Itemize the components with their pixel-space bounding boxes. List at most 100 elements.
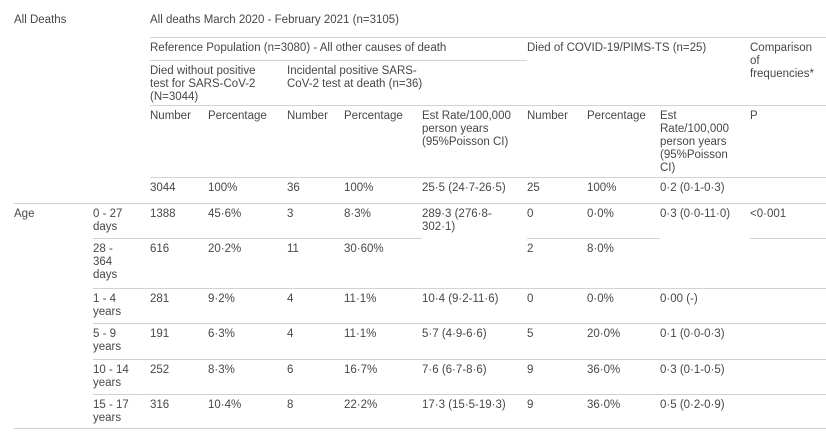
cell-ref-est-rate: 289·3 (276·8-302·1) (422, 203, 527, 289)
empty-cell (14, 105, 93, 177)
empty-cell (93, 37, 150, 60)
cell-inc-number: 11 (287, 238, 344, 289)
age-category: 10 - 14 years (93, 359, 150, 395)
cell-inc-number: 6 (287, 359, 344, 395)
table-row-age-1-4-years: 1 - 4 years 281 9·2% 4 11·1% 10·4 (9·2-1… (14, 288, 826, 324)
cell-ref-number: 616 (150, 238, 208, 289)
cell-covid-number: 9 (527, 359, 587, 395)
section-label-all-deaths: All Deaths (14, 14, 67, 26)
cell-inc-number: 8 (287, 394, 344, 429)
cell-ref-percentage: 20·2% (208, 238, 287, 289)
cell-ref-est-rate: 7·6 (6·7-8·6) (422, 359, 527, 395)
age-category: 1 - 4 years (93, 288, 150, 324)
header-period-title: All deaths March 2020 - February 2021 (n… (150, 10, 826, 38)
header-incidental-positive-test-text: Incidental positive SARS-CoV-2 test at d… (287, 64, 423, 90)
cell-ref-number: 1388 (150, 203, 208, 239)
cell-inc-number: 4 (287, 323, 344, 360)
empty-cell (14, 60, 93, 105)
header-row-columns: Number Percentage Number Percentage Est … (14, 105, 826, 178)
cell-inc-percentage: 30·60% (344, 238, 422, 289)
table-row-age-5-9-years: 5 - 9 years 191 6·3% 4 11·1% 5·7 (4·9-6·… (14, 323, 826, 360)
cell-inc-number: 4 (287, 288, 344, 324)
cell-p-value (750, 394, 826, 429)
header-reference-population: Reference Population (n=3080) - All othe… (150, 37, 527, 61)
cell-covid-est-rate: 0·3 (0·1-0·5) (660, 359, 750, 395)
header-inc-number: Number (287, 105, 344, 178)
cell-covid-number: 2 (527, 238, 587, 289)
cell-inc-number: 36 (287, 177, 344, 204)
cell-ref-percentage: 6·3% (208, 323, 287, 360)
cell-ref-number: 281 (150, 288, 208, 324)
header-covid-est-rate: Est Rate/100,000 person years (95%Poisso… (660, 105, 750, 178)
age-category: 15 - 17 years (93, 394, 150, 429)
cell-inc-percentage: 16·7% (344, 359, 422, 395)
empty-cell (93, 10, 150, 37)
cell-ref-percentage: 10·4% (208, 394, 287, 429)
header-row-subgroups: Died without positive test for SARS-CoV-… (14, 60, 826, 106)
empty-cell (14, 37, 93, 60)
cell-p-value (750, 288, 826, 324)
table-row-age-28-364-days: 28 - 364 days 616 20·2% 11 30·60% 2 8·0% (14, 238, 826, 289)
cell-ref-number: 3044 (150, 177, 208, 204)
header-ref-percentage: Percentage (208, 105, 287, 178)
cell-covid-percentage: 0·0% (587, 203, 660, 239)
cell-covid-percentage: 100% (587, 177, 660, 204)
cell-ref-number: 252 (150, 359, 208, 395)
header-died-without-positive-test: Died without positive test for SARS-CoV-… (150, 60, 287, 106)
age-category: 0 - 27 days (93, 203, 150, 239)
cell-inc-percentage: 11·1% (344, 323, 422, 360)
cell-ref-percentage: 8·3% (208, 359, 287, 395)
cell-p-value (750, 323, 826, 360)
cell-covid-est-rate: 0·5 (0·2-0·9) (660, 394, 750, 429)
cell-covid-percentage: 36·0% (587, 394, 660, 429)
cell-covid-est-rate: 0·3 (0·0-11·0) (660, 203, 750, 289)
cell-inc-percentage: 100% (344, 177, 422, 204)
cell-ref-est-rate: 5·7 (4·9-6·6) (422, 323, 527, 360)
header-covid-percentage: Percentage (587, 105, 660, 178)
cell-inc-percentage: 11·1% (344, 288, 422, 324)
header-inc-percentage: Percentage (344, 105, 422, 178)
cell-covid-percentage: 0·0% (587, 288, 660, 324)
cell-p-value (750, 177, 826, 204)
cell-inc-percentage: 22·2% (344, 394, 422, 429)
cell-covid-number: 25 (527, 177, 587, 204)
empty-cell (93, 177, 150, 204)
cell-covid-percentage: 20·0% (587, 323, 660, 360)
cell-covid-percentage: 8·0% (587, 238, 660, 289)
table-row-age-15-17-years: 15 - 17 years 316 10·4% 8 22·2% 17·3 (15… (14, 394, 826, 429)
header-row-period: All Deaths All deaths March 2020 - Febru… (14, 10, 826, 38)
empty-cell (14, 177, 93, 204)
header-died-covid: Died of COVID-19/PIMS-TS (n=25) (527, 37, 750, 106)
cell-covid-number: 0 (527, 203, 587, 239)
header-ref-number: Number (150, 105, 208, 178)
cell-ref-number: 191 (150, 323, 208, 360)
cell-ref-number: 316 (150, 394, 208, 429)
cell-ref-est-rate: 25·5 (24·7-26·5) (422, 177, 527, 204)
section-label-age: Age (14, 203, 93, 429)
header-covid-number: Number (527, 105, 587, 178)
age-category: 5 - 9 years (93, 323, 150, 360)
empty-cell (93, 60, 150, 105)
table-row-age-10-14-years: 10 - 14 years 252 8·3% 6 16·7% 7·6 (6·7-… (14, 359, 826, 395)
cell-ref-est-rate: 17·3 (15·5-19·3) (422, 394, 527, 429)
header-incidental-positive-test: Incidental positive SARS-CoV-2 test at d… (287, 60, 527, 106)
totals-row: 3044 100% 36 100% 25·5 (24·7-26·5) 25 10… (14, 177, 826, 204)
cell-covid-number: 0 (527, 288, 587, 324)
cell-covid-est-rate: 0·1 (0·0-0·3) (660, 323, 750, 360)
cell-ref-percentage: 100% (208, 177, 287, 204)
age-category: 28 - 364 days (93, 238, 150, 289)
table-row-age-0-27-days: Age 0 - 27 days 1388 45·6% 3 8·3% 289·3 … (14, 203, 826, 429)
deaths-table: All Deaths All deaths March 2020 - Febru… (14, 10, 826, 429)
header-ref-est-rate: Est Rate/100,000 person years (95%Poisso… (422, 105, 527, 178)
cell-ref-percentage: 9·2% (208, 288, 287, 324)
cell-p-value: <0·001 (750, 203, 826, 239)
cell-ref-est-rate: 10·4 (9·2-11·6) (422, 288, 527, 324)
cell-covid-percentage: 36·0% (587, 359, 660, 395)
cell-covid-est-rate: 0·00 (-) (660, 288, 750, 324)
cell-ref-percentage: 45·6% (208, 203, 287, 239)
header-row-groups: Reference Population (n=3080) - All othe… (14, 37, 826, 106)
cell-inc-number: 3 (287, 203, 344, 239)
cell-covid-number: 5 (527, 323, 587, 360)
header-comparison-of-frequencies: Comparison of frequencies* (750, 37, 826, 106)
cell-covid-number: 9 (527, 394, 587, 429)
